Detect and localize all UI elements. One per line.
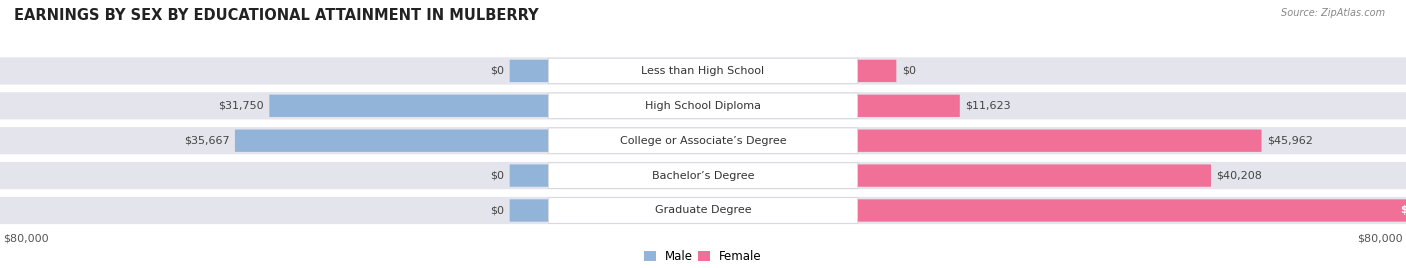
FancyBboxPatch shape <box>0 197 1406 224</box>
FancyBboxPatch shape <box>858 60 897 82</box>
FancyBboxPatch shape <box>858 165 1211 187</box>
Text: EARNINGS BY SEX BY EDUCATIONAL ATTAINMENT IN MULBERRY: EARNINGS BY SEX BY EDUCATIONAL ATTAINMEN… <box>14 8 538 23</box>
Text: Graduate Degree: Graduate Degree <box>655 206 751 215</box>
FancyBboxPatch shape <box>509 165 548 187</box>
FancyBboxPatch shape <box>548 128 858 154</box>
Text: College or Associate’s Degree: College or Associate’s Degree <box>620 136 786 146</box>
FancyBboxPatch shape <box>858 95 960 117</box>
FancyBboxPatch shape <box>548 93 858 118</box>
Text: $11,623: $11,623 <box>966 101 1011 111</box>
Text: Source: ZipAtlas.com: Source: ZipAtlas.com <box>1281 8 1385 18</box>
Text: $0: $0 <box>491 66 503 76</box>
Text: $0: $0 <box>491 206 503 215</box>
FancyBboxPatch shape <box>509 60 548 82</box>
Text: $68,182: $68,182 <box>1400 206 1406 215</box>
Text: Bachelor’s Degree: Bachelor’s Degree <box>652 171 754 181</box>
Text: Less than High School: Less than High School <box>641 66 765 76</box>
FancyBboxPatch shape <box>0 162 1406 189</box>
Text: $80,000: $80,000 <box>1357 233 1403 243</box>
FancyBboxPatch shape <box>548 198 858 223</box>
Text: $31,750: $31,750 <box>218 101 264 111</box>
FancyBboxPatch shape <box>0 127 1406 154</box>
Text: $35,667: $35,667 <box>184 136 229 146</box>
Text: $80,000: $80,000 <box>3 233 49 243</box>
FancyBboxPatch shape <box>548 58 858 84</box>
FancyBboxPatch shape <box>0 57 1406 84</box>
FancyBboxPatch shape <box>548 163 858 188</box>
FancyBboxPatch shape <box>235 129 548 152</box>
FancyBboxPatch shape <box>858 129 1261 152</box>
FancyBboxPatch shape <box>858 199 1406 222</box>
Text: $45,962: $45,962 <box>1267 136 1313 146</box>
FancyBboxPatch shape <box>509 199 548 222</box>
Text: $0: $0 <box>903 66 915 76</box>
FancyBboxPatch shape <box>0 92 1406 120</box>
FancyBboxPatch shape <box>270 95 548 117</box>
Legend: Male, Female: Male, Female <box>640 245 766 268</box>
Text: $0: $0 <box>491 171 503 181</box>
Text: $40,208: $40,208 <box>1216 171 1263 181</box>
Text: High School Diploma: High School Diploma <box>645 101 761 111</box>
